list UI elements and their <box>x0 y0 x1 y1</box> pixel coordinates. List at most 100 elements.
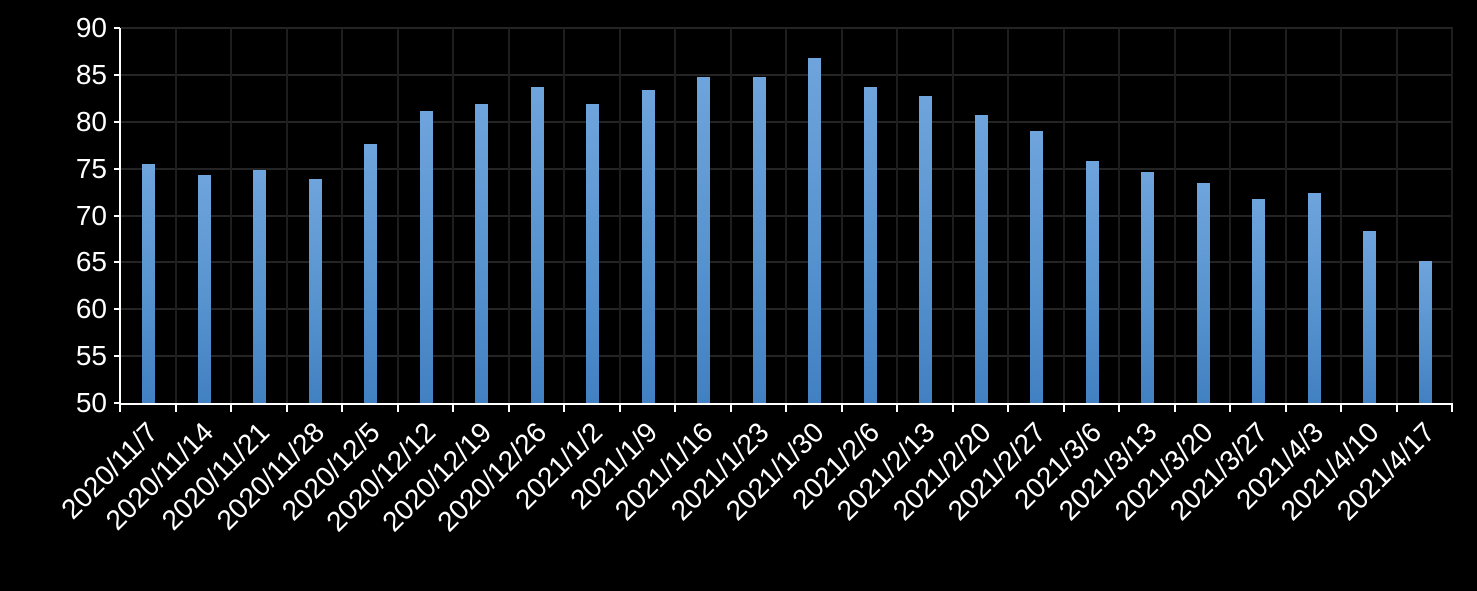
bar-2021/2/13 <box>919 95 933 403</box>
x-axis-tick <box>285 403 288 412</box>
x-axis-tick <box>1340 403 1342 412</box>
x-axis-tick <box>896 403 898 412</box>
bar-2021/3/13 <box>1141 172 1155 403</box>
x-axis-tick <box>452 403 454 412</box>
horizontal-gridline <box>121 355 1453 358</box>
bar-2021/2/27 <box>1030 131 1044 403</box>
vertical-gridline <box>1173 28 1176 403</box>
horizontal-gridline <box>121 73 1453 76</box>
vertical-gridline <box>230 28 232 403</box>
bar-2020/11/14 <box>197 175 211 403</box>
x-axis-tick <box>1062 403 1065 412</box>
bar-2021/1/16 <box>697 76 711 403</box>
y-axis-label: 85 <box>75 58 107 90</box>
x-axis-tick <box>674 403 676 412</box>
x-axis-tick <box>729 403 732 412</box>
bar-2020/12/12 <box>419 110 433 403</box>
bar-2020/11/21 <box>253 169 267 403</box>
x-axis-tick <box>230 403 232 412</box>
vertical-gridline <box>1118 28 1120 403</box>
bar-2021/2/6 <box>863 87 877 403</box>
bar-2021/3/27 <box>1252 198 1266 403</box>
vertical-gridline <box>618 28 621 403</box>
vertical-gridline <box>1229 28 1231 403</box>
bar-2020/12/26 <box>530 87 544 403</box>
vertical-gridline <box>341 28 343 403</box>
vertical-gridline <box>674 28 676 403</box>
x-axis-tick <box>951 403 954 412</box>
bar-2021/2/20 <box>974 115 988 403</box>
vertical-gridline <box>174 28 177 403</box>
bar-2021/1/9 <box>641 89 655 403</box>
vertical-gridline <box>785 28 787 403</box>
vertical-gridline <box>1340 28 1342 403</box>
vertical-gridline <box>1062 28 1065 403</box>
horizontal-gridline <box>121 308 1453 311</box>
x-axis-tick <box>1173 403 1176 412</box>
x-axis-tick <box>1451 403 1453 412</box>
bar-2020/12/19 <box>475 103 489 403</box>
y-axis-tick <box>114 402 120 404</box>
x-axis-tick <box>341 403 343 412</box>
horizontal-gridline <box>121 167 1453 170</box>
bar-2020/12/5 <box>364 144 378 403</box>
bar-2021/1/30 <box>808 58 822 403</box>
y-axis-tick <box>114 355 120 358</box>
y-axis-tick <box>114 73 120 76</box>
plot-area <box>119 27 1453 405</box>
vertical-gridline <box>1395 28 1398 403</box>
horizontal-gridline <box>121 120 1453 123</box>
y-axis-label: 60 <box>75 293 107 325</box>
x-axis-tick <box>563 403 565 412</box>
bar-2021/4/3 <box>1307 193 1321 403</box>
y-axis-label: 90 <box>75 12 107 43</box>
horizontal-gridline <box>121 261 1453 264</box>
vertical-gridline <box>896 28 898 403</box>
bar-2021/3/20 <box>1196 182 1210 403</box>
vertical-gridline <box>729 28 732 403</box>
y-axis-label: 50 <box>75 387 107 418</box>
vertical-gridline <box>285 28 288 403</box>
vertical-gridline <box>507 28 510 403</box>
vertical-gridline <box>563 28 565 403</box>
vertical-gridline <box>951 28 954 403</box>
x-axis-tick <box>174 403 177 412</box>
horizontal-gridline <box>121 214 1453 217</box>
y-axis-tick <box>114 120 120 123</box>
y-axis-label: 55 <box>75 340 107 372</box>
bar-2020/11/7 <box>142 163 156 403</box>
y-axis-tick <box>114 308 120 311</box>
y-axis-tick <box>114 261 120 264</box>
x-axis-tick <box>618 403 621 412</box>
x-axis-tick <box>1395 403 1398 412</box>
y-axis-tick <box>114 214 120 217</box>
bar-2021/3/6 <box>1085 161 1099 403</box>
horizontal-gridline <box>121 27 1453 29</box>
y-axis-label: 65 <box>75 246 107 278</box>
x-axis-tick <box>1007 403 1009 412</box>
y-axis-label: 75 <box>75 152 107 184</box>
vertical-gridline <box>1284 28 1287 403</box>
y-axis-tick <box>114 27 120 29</box>
vertical-gridline <box>1007 28 1009 403</box>
vertical-gridline <box>452 28 454 403</box>
x-axis-tick <box>1284 403 1287 412</box>
x-axis-tick <box>396 403 399 412</box>
vertical-gridline <box>840 28 843 403</box>
x-axis-tick <box>507 403 510 412</box>
x-axis-tick <box>840 403 843 412</box>
y-axis-tick <box>114 167 120 170</box>
vertical-gridline <box>396 28 399 403</box>
bar-2021/4/17 <box>1418 261 1432 403</box>
x-axis-tick <box>785 403 787 412</box>
x-axis-tick <box>119 403 121 412</box>
x-axis-tick <box>1118 403 1120 412</box>
bar-2021/1/2 <box>586 103 600 403</box>
x-axis-tick <box>1229 403 1231 412</box>
bar-2020/11/28 <box>308 178 322 403</box>
y-axis-label: 80 <box>75 105 107 137</box>
bar-2021/1/23 <box>752 76 766 403</box>
y-axis-label: 70 <box>75 199 107 231</box>
vertical-gridline <box>1451 28 1453 403</box>
